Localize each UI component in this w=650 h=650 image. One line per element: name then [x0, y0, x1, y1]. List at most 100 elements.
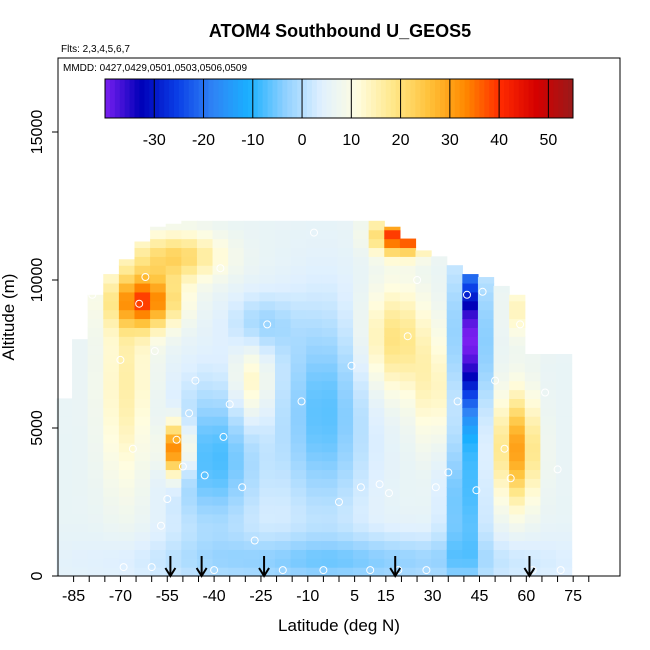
heatmap-cell [212, 354, 229, 364]
heatmap-cell [196, 469, 214, 479]
colorbar-swatch [489, 79, 495, 118]
heatmap-cell [243, 371, 260, 382]
heatmap-cell [337, 256, 354, 266]
sample-point [238, 483, 247, 492]
colorbar-swatch [568, 79, 574, 118]
heatmap-cell [150, 229, 167, 240]
heatmap-cell [118, 478, 136, 488]
heatmap-cell [87, 469, 104, 479]
sample-point [347, 361, 356, 370]
heatmap-cell [477, 309, 495, 320]
heatmap-cell [384, 531, 401, 542]
heatmap-cell [259, 469, 276, 479]
heatmap-cell [462, 513, 479, 524]
heatmap-cell [259, 425, 276, 435]
heatmap-cell [415, 362, 432, 373]
colorbar-swatch [321, 79, 328, 118]
heatmap-cell [306, 398, 323, 408]
heatmap-cell [353, 478, 370, 488]
heatmap-cell [118, 265, 136, 275]
heatmap-cell [150, 282, 167, 293]
heatmap-cell [212, 549, 229, 559]
heatmap-cell [290, 274, 307, 284]
heatmap-cell [493, 416, 510, 426]
heatmap-cell [150, 362, 167, 373]
heatmap-cell [321, 487, 339, 497]
heatmap-cell [415, 558, 432, 568]
heatmap-cell [196, 531, 214, 542]
heatmap-cell [477, 469, 495, 479]
heatmap-cell [431, 380, 448, 391]
heatmap-cell [540, 416, 557, 426]
heatmap-cell [243, 567, 260, 577]
heatmap-cell [353, 300, 370, 311]
heatmap-cell [306, 478, 323, 488]
heatmap-cell [118, 389, 136, 399]
heatmap-cell [103, 345, 120, 355]
heatmap-cell [228, 309, 245, 320]
heatmap-cell [540, 407, 557, 417]
heatmap-cell [243, 354, 260, 364]
heatmap-cell [274, 487, 292, 497]
heatmap-cell [462, 354, 479, 364]
heatmap-cell [462, 469, 479, 479]
heatmap-cell [118, 407, 136, 417]
colorbar-swatch [262, 79, 269, 118]
heatmap-cell [212, 238, 229, 249]
heatmap-cell [150, 226, 167, 231]
heatmap-cell [415, 442, 432, 453]
heatmap-cell [290, 354, 307, 364]
sample-point [403, 332, 412, 341]
heatmap-cell [72, 513, 89, 524]
heatmap-cell [384, 238, 401, 249]
heatmap-cell [150, 504, 167, 515]
colorbar-swatch [336, 79, 342, 118]
heatmap-cell [181, 487, 198, 497]
heatmap-cell [118, 282, 136, 293]
heatmap-cell [384, 362, 401, 373]
heatmap-cell [228, 380, 245, 391]
heatmap-cell [165, 274, 182, 284]
heatmap-cell [353, 460, 370, 471]
heatmap-cell [462, 496, 479, 506]
heatmap-cell [165, 433, 182, 444]
heatmap-cell [524, 354, 541, 364]
heatmap-cell [509, 362, 526, 373]
heatmap-cell [384, 226, 401, 231]
heatmap-cell [181, 354, 198, 364]
heatmap-cell [431, 567, 448, 577]
heatmap-cell [555, 451, 573, 462]
heatmap-cell [462, 425, 479, 435]
colorbar-swatch [257, 79, 264, 118]
heatmap-cell [274, 238, 292, 249]
heatmap-cell [368, 522, 385, 533]
heatmap-cell [306, 380, 323, 391]
heatmap-cell [462, 567, 479, 577]
colorbar-swatch [543, 79, 549, 118]
heatmap-cell [212, 327, 229, 337]
heatmap-cell [56, 442, 73, 453]
heatmap-cell [431, 531, 448, 542]
heatmap-cell [134, 478, 151, 488]
heatmap-cell [431, 487, 448, 497]
heatmap-cell [321, 380, 339, 391]
y-axis: 0 5000 10000 15000 [29, 110, 58, 580]
heatmap-cell [274, 425, 292, 435]
heatmap-cell [337, 220, 354, 231]
sample-point [250, 536, 259, 545]
heatmap-cell [399, 354, 417, 364]
colorbar-swatch [154, 79, 160, 118]
heatmap-cell [493, 336, 510, 346]
heatmap-cell [477, 522, 495, 533]
heatmap-cell [321, 371, 339, 382]
heatmap-cell [196, 354, 214, 364]
heatmap-cell [415, 513, 432, 524]
colorbar-swatch [356, 79, 362, 118]
heatmap-cell [493, 478, 510, 488]
heatmap-cell [87, 442, 104, 453]
heatmap-cell [165, 451, 182, 462]
heatmap-cell [415, 282, 432, 293]
sample-point [556, 566, 565, 575]
heatmap-cell [462, 460, 479, 471]
heatmap-cell [524, 380, 541, 391]
